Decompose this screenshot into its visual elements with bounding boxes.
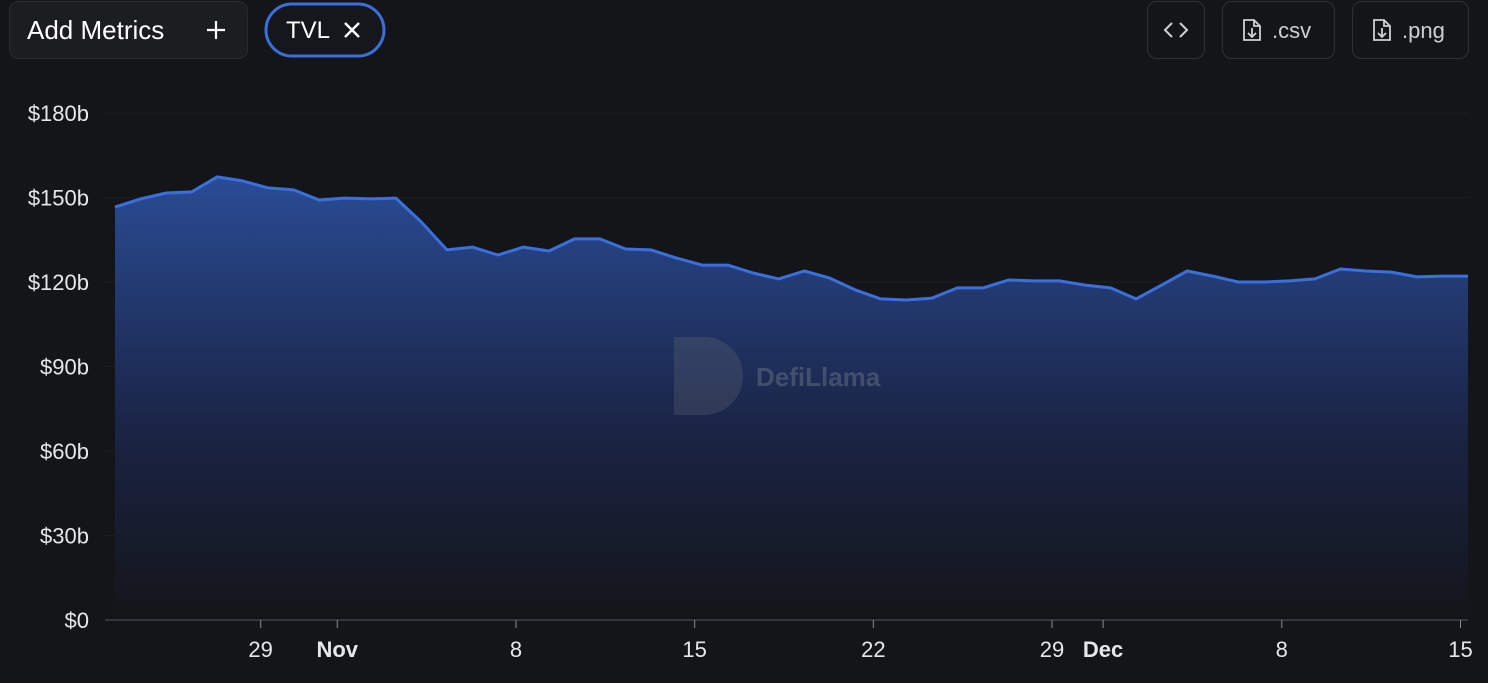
watermark-logo xyxy=(674,337,743,415)
y-tick-label: $0 xyxy=(65,608,89,633)
code-icon xyxy=(1163,22,1189,38)
button-label: .csv xyxy=(1272,18,1311,43)
plus-icon xyxy=(207,21,225,39)
x-tick-label: 8 xyxy=(1276,637,1288,662)
x-tick-label: 29 xyxy=(248,637,272,662)
x-tick-label: 8 xyxy=(510,637,522,662)
line xyxy=(114,175,1468,302)
y-tick-label: $150b xyxy=(28,186,89,211)
y-tick-label: $30b xyxy=(40,524,89,549)
y-tick-label: $180b xyxy=(28,101,89,126)
watermark: DefiLlama xyxy=(674,337,881,415)
close-icon xyxy=(344,22,360,38)
y-tick-label: $60b xyxy=(40,439,89,464)
x-tick-label: 22 xyxy=(861,637,885,662)
x-tick-label: 15 xyxy=(1448,637,1472,662)
watermark-text: DefiLlama xyxy=(756,362,881,392)
csv-button[interactable]: .csv xyxy=(1222,1,1335,59)
metric-chip[interactable]: TVL xyxy=(264,2,386,58)
x-tick-label: 15 xyxy=(682,637,706,662)
button-label: Add Metrics xyxy=(27,15,164,45)
file-icon xyxy=(1373,19,1391,41)
x-tick-label: Nov xyxy=(316,637,358,662)
embed-button[interactable] xyxy=(1147,1,1205,59)
x-tick-label: 29 xyxy=(1040,637,1064,662)
file-icon xyxy=(1243,19,1261,41)
add-metrics-button[interactable]: Add Metrics xyxy=(9,1,248,59)
chip-label: TVL xyxy=(286,17,330,44)
area-fill xyxy=(115,176,1468,620)
button-label: .png xyxy=(1402,18,1445,43)
png-button[interactable]: .png xyxy=(1352,1,1469,59)
y-tick-label: $90b xyxy=(40,355,89,380)
y-tick-label: $120b xyxy=(28,270,89,295)
x-tick-label: Dec xyxy=(1083,637,1123,662)
